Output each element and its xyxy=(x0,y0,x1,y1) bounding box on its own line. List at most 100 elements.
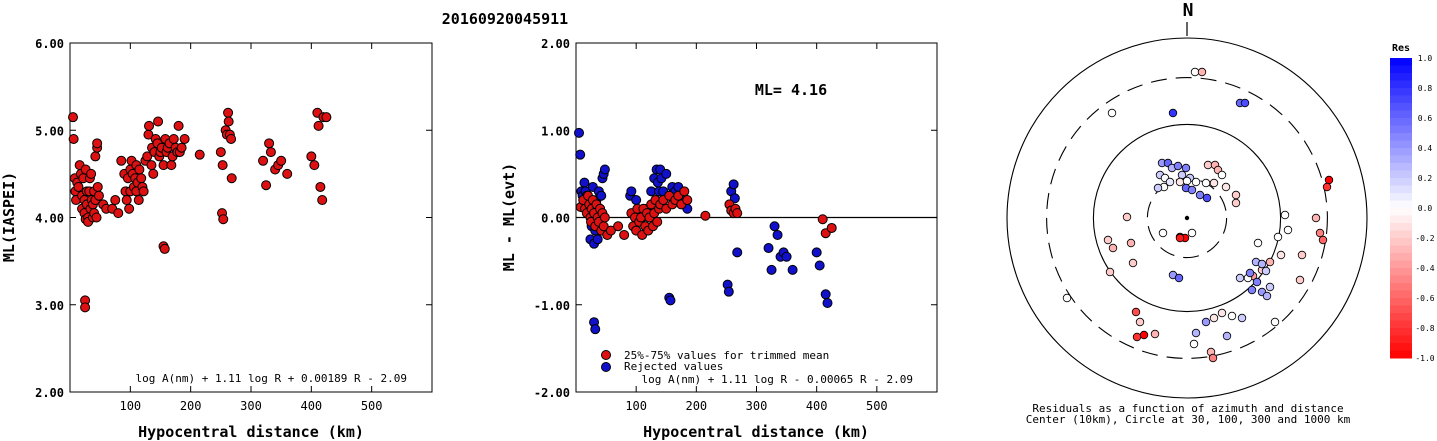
y-ticks: 2.00 3.00 4.00 5.00 6.00 xyxy=(35,37,432,400)
data-point xyxy=(315,181,326,192)
data-point xyxy=(68,133,79,144)
station-point xyxy=(1131,307,1141,317)
station-point xyxy=(1208,353,1218,363)
station-point xyxy=(1195,190,1205,200)
station-point xyxy=(1190,67,1200,77)
station-point xyxy=(1237,313,1247,323)
station-points xyxy=(1062,67,1334,363)
colorbar-segment xyxy=(1390,103,1412,111)
data-point xyxy=(215,147,226,158)
data-point xyxy=(596,190,607,201)
station-point xyxy=(1209,313,1219,323)
residual-colorbar: Res 1.0 0.8 0.6 0.4 0.2 0.0 -0.2 -0.4 -0.6 -0.8 -1… xyxy=(1390,43,1435,363)
data-point xyxy=(317,195,328,206)
legend-label-rejected: Rejected values xyxy=(624,360,723,373)
station-point xyxy=(1261,266,1271,276)
station-point xyxy=(1153,183,1163,193)
station-point xyxy=(1315,228,1325,238)
distance-ring xyxy=(1006,37,1368,399)
data-point xyxy=(90,151,101,162)
data-point xyxy=(92,138,103,149)
data-point xyxy=(217,160,228,171)
station-point xyxy=(1217,170,1227,180)
colorbar-segment xyxy=(1390,140,1412,149)
station-point xyxy=(1191,328,1201,338)
data-point xyxy=(652,216,663,227)
ml-vs-distance-chart: 100 200 300 400 500 2.00 3.00 4.00 5.00 6.00 log… xyxy=(0,37,433,441)
station-point xyxy=(1245,268,1255,278)
data-point xyxy=(176,142,187,153)
station-point xyxy=(1297,250,1307,260)
x-tick-label: 100 xyxy=(625,399,647,413)
data-point xyxy=(80,302,91,313)
data-point xyxy=(732,208,743,219)
station-point xyxy=(1181,163,1191,173)
y-tick-label: 2.00 xyxy=(35,386,64,400)
y-tick-label: 2.00 xyxy=(541,37,570,51)
data-point xyxy=(194,149,205,160)
colorbar-segment xyxy=(1390,170,1412,179)
data-point xyxy=(153,116,164,127)
station-point xyxy=(1257,259,1267,269)
colorbar-segment xyxy=(1390,215,1412,224)
data-point xyxy=(723,286,734,297)
station-point xyxy=(1132,332,1142,342)
station-point xyxy=(1062,293,1072,303)
data-point xyxy=(626,186,637,197)
station-point xyxy=(1203,160,1213,170)
data-point xyxy=(732,247,743,258)
colorbar-segment xyxy=(1390,208,1412,216)
distance-ring xyxy=(1092,123,1282,313)
data-point xyxy=(631,195,642,206)
colorbar-segment xyxy=(1390,223,1412,231)
map-caption-line1: Residuals as a function of azimuth and d… xyxy=(1032,402,1343,415)
data-point xyxy=(682,195,693,206)
data-point xyxy=(728,179,739,190)
map-caption-line2: Center (10km), Circle at 30, 100, 300 an… xyxy=(1026,413,1351,426)
y-tick-label: -2.00 xyxy=(534,386,570,400)
colorbar-segment xyxy=(1390,350,1412,359)
colorbar-segment xyxy=(1390,238,1412,246)
station-point xyxy=(1191,177,1201,187)
data-point xyxy=(223,107,234,118)
colorbar-segment xyxy=(1390,260,1412,269)
x-tick-label: 300 xyxy=(240,399,262,413)
colorbar-segment xyxy=(1390,148,1412,156)
epicenter-marker xyxy=(1184,215,1190,221)
colorbar-segment xyxy=(1390,65,1412,74)
data-point xyxy=(822,298,833,309)
colorbar-tick-label: 1.0 xyxy=(1418,54,1433,63)
station-point xyxy=(1231,198,1241,208)
data-point xyxy=(817,214,828,225)
station-point xyxy=(1222,331,1232,341)
y-tick-label: 0.00 xyxy=(541,212,570,226)
data-point xyxy=(218,214,229,225)
data-point xyxy=(258,155,269,166)
data-point xyxy=(282,168,293,179)
ml-annotation: ML= 4.16 xyxy=(755,81,827,99)
colorbar-tick-label: 0.2 xyxy=(1418,174,1433,183)
station-point xyxy=(1128,258,1138,268)
x-ticks: 100 200 300 400 500 xyxy=(119,43,383,413)
data-point xyxy=(68,112,79,123)
station-point xyxy=(1235,273,1245,283)
data-point xyxy=(679,186,690,197)
colorbar-segment xyxy=(1390,193,1412,201)
colorbar-segment xyxy=(1390,200,1412,209)
x-tick-label: 500 xyxy=(866,399,888,413)
y-axis-label: ML(IASPEI) xyxy=(0,172,18,262)
colorbar-ticks: 1.0 0.8 0.6 0.4 0.2 0.0 -0.2 -0.4 -0.6 -0.8 -1.0 xyxy=(1415,54,1434,363)
colorbar-segment xyxy=(1390,290,1412,299)
data-point xyxy=(124,203,135,214)
data-point xyxy=(313,120,324,131)
colorbar-segment xyxy=(1390,253,1412,261)
legend-marker-rejected xyxy=(601,362,611,372)
colorbar-segment xyxy=(1390,320,1412,329)
residual-vs-distance-chart: 100 200 300 400 500 -2.00 -1.00 0.00 1.00 2.00 M… xyxy=(500,37,938,441)
station-point xyxy=(1247,285,1257,295)
station-point xyxy=(1126,238,1136,248)
station-point xyxy=(1318,235,1328,245)
data-point xyxy=(121,195,132,206)
x-tick-label: 400 xyxy=(300,399,322,413)
colorbar-title: Res xyxy=(1392,43,1410,54)
